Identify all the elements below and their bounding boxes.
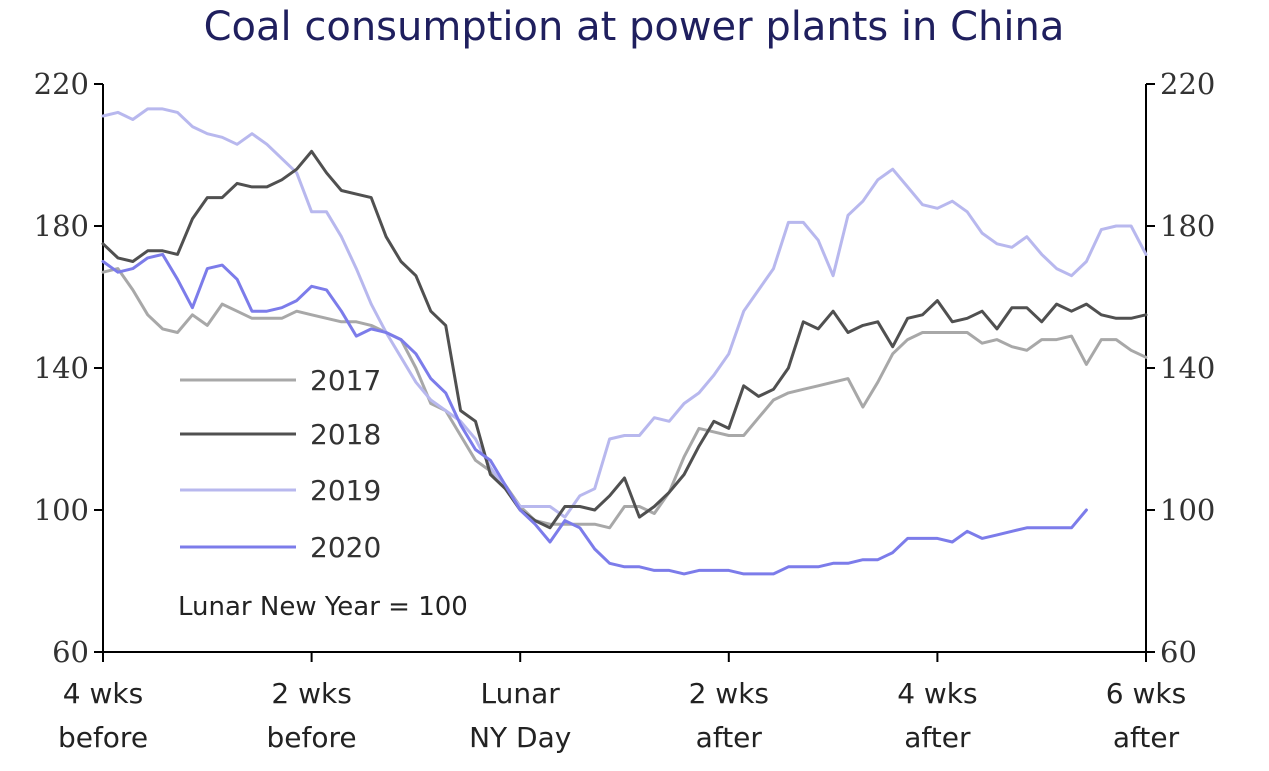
series-group bbox=[101, 107, 1148, 576]
legend-label-2020: 2020 bbox=[310, 531, 381, 564]
x-tick-label-line2: before bbox=[267, 721, 357, 754]
x-tick-label-line1: 4 wks bbox=[897, 677, 977, 710]
x-tick-label-line2: after bbox=[1113, 721, 1180, 754]
chart-title: Coal consumption at power plants in Chin… bbox=[204, 4, 1065, 50]
series-line-2018 bbox=[101, 149, 1148, 530]
x-tick-label-line1: 2 wks bbox=[689, 677, 769, 710]
legend-label-2017: 2017 bbox=[310, 364, 381, 397]
x-tick-label-line1: Lunar bbox=[481, 677, 561, 710]
x-tick-label-line2: after bbox=[904, 721, 971, 754]
x-tick-label-line1: 4 wks bbox=[63, 677, 143, 710]
legend: 2017 2018 2019 2020 bbox=[180, 364, 381, 564]
x-tick-label-line1: 2 wks bbox=[271, 677, 351, 710]
left-y-tick-label: 100 bbox=[34, 493, 89, 527]
axes-group: 220 220 180 180 140 140 100 100 60 60 4 wks before 2… bbox=[34, 67, 1216, 754]
chart-annotation: Lunar New Year = 100 bbox=[178, 592, 468, 622]
right-y-tick-label: 100 bbox=[1160, 493, 1215, 527]
left-y-tick-label: 140 bbox=[34, 351, 89, 385]
left-y-tick-label: 220 bbox=[34, 67, 89, 101]
left-y-tick-label: 60 bbox=[52, 635, 89, 669]
left-y-tick-label: 180 bbox=[34, 209, 89, 243]
x-tick-label-line1: 6 wks bbox=[1106, 677, 1186, 710]
x-tick-label-line2: before bbox=[58, 721, 148, 754]
x-tick-label-line2: after bbox=[696, 721, 763, 754]
series-line-2020 bbox=[101, 252, 1088, 576]
x-tick-label-line2: NY Day bbox=[469, 721, 571, 754]
legend-label-2018: 2018 bbox=[310, 418, 381, 451]
right-y-tick-label: 140 bbox=[1160, 351, 1215, 385]
series-line-2019 bbox=[101, 107, 1148, 519]
legend-label-2019: 2019 bbox=[310, 474, 381, 507]
right-y-tick-label: 220 bbox=[1160, 67, 1215, 101]
right-y-tick-label: 180 bbox=[1160, 209, 1215, 243]
right-y-tick-label: 60 bbox=[1160, 635, 1197, 669]
series-line-2017 bbox=[101, 267, 1148, 530]
